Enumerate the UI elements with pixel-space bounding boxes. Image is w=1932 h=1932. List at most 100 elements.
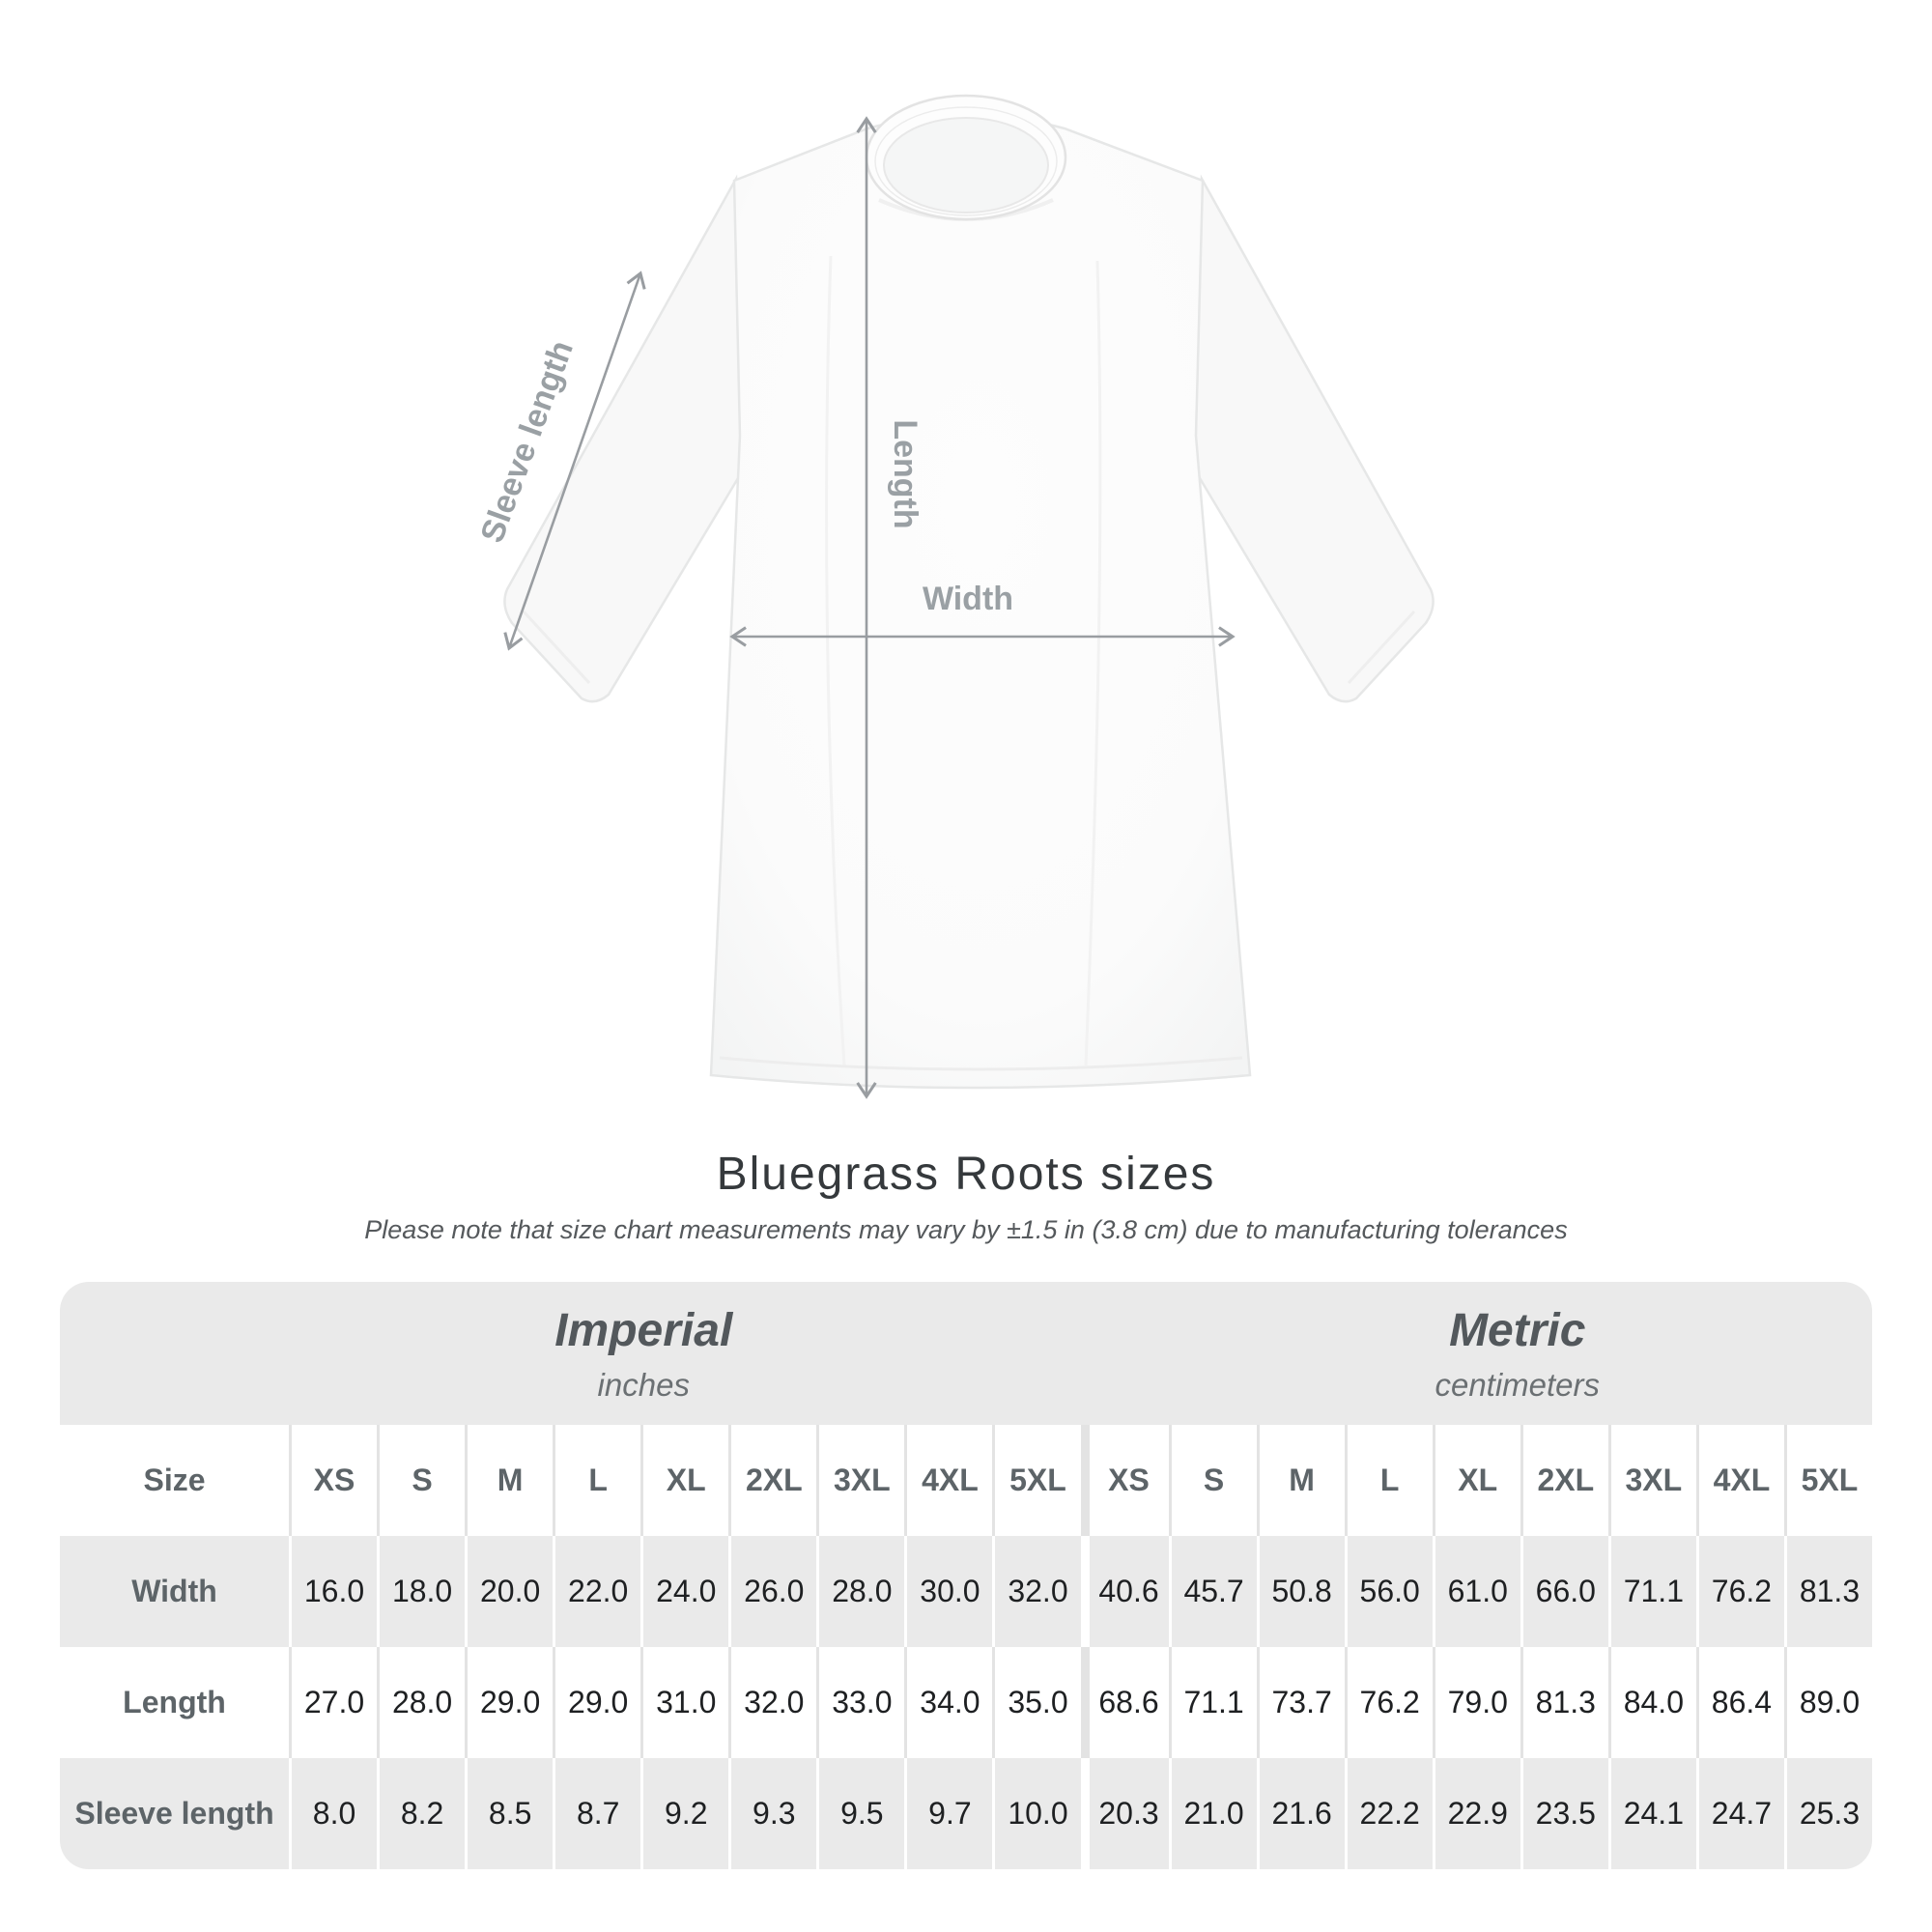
value-cell: 30.0 [904,1536,992,1647]
value-cell: 86.4 [1695,1647,1784,1758]
value-cell: 21.6 [1256,1758,1345,1869]
size-header-metric-4xl: 4XL [1695,1425,1784,1536]
size-header-metric-m: M [1256,1425,1345,1536]
value-cell: 28.0 [377,1647,465,1758]
value-cell: 8.7 [553,1758,640,1869]
measurement-arrows [503,116,1236,1099]
value-cell: 34.0 [904,1647,992,1758]
tshirt-collar [865,94,1067,221]
value-cell: 31.0 [640,1647,728,1758]
metric-label: Metric [1449,1304,1586,1356]
value-cell: 56.0 [1344,1536,1433,1647]
value-cell: 71.1 [1168,1647,1257,1758]
size-header-metric-2xl: 2XL [1520,1425,1608,1536]
value-cell: 33.0 [816,1647,904,1758]
value-cell: 35.0 [992,1647,1080,1758]
size-header-imperial-2xl: 2XL [728,1425,816,1536]
size-header-row: Size XS S M L XL 2XL 3XL 4XL 5XL XS S M L XL 2XL 3XL 4XL 5… [60,1425,1872,1536]
value-cell: 61.0 [1432,1536,1520,1647]
value-cell: 73.7 [1256,1647,1345,1758]
size-header-imperial-3xl: 3XL [816,1425,904,1536]
size-header-metric-s: S [1168,1425,1257,1536]
value-cell: 76.2 [1344,1647,1433,1758]
imperial-label: Imperial [554,1304,733,1356]
size-header-imperial-m: M [465,1425,553,1536]
value-cell: 9.3 [728,1758,816,1869]
value-cell: 21.0 [1168,1758,1257,1869]
imperial-unit-label: inches [597,1366,690,1403]
value-cell: 22.2 [1344,1758,1433,1869]
length-label: Length [887,419,923,528]
metric-unit-label: centimeters [1435,1366,1601,1403]
band-spacer [60,1282,289,1425]
imperial-group-header: Imperial inches [289,1282,1163,1425]
tshirt-body [709,113,1252,1090]
value-cell: 79.0 [1432,1647,1520,1758]
value-cell: 8.0 [289,1758,377,1869]
table-row-length: Length 27.0 28.0 29.0 29.0 31.0 32.0 33.0 34.0 35… [60,1647,1872,1758]
value-cell: 68.6 [1080,1647,1169,1758]
value-cell: 22.9 [1432,1758,1520,1869]
size-header-metric-xs: XS [1080,1425,1169,1536]
value-cell: 29.0 [553,1647,640,1758]
value-cell: 10.0 [992,1758,1080,1869]
value-cell: 29.0 [465,1647,553,1758]
size-header-imperial-l: L [553,1425,640,1536]
value-cell: 24.0 [640,1536,728,1647]
value-cell: 40.6 [1080,1536,1169,1647]
size-header-imperial-5xl: 5XL [992,1425,1080,1536]
width-label: Width [923,581,1013,617]
tolerance-note: Please note that size chart measurements… [364,1215,1568,1244]
value-cell: 22.0 [553,1536,640,1647]
size-header-imperial-s: S [377,1425,465,1536]
size-header-imperial-4xl: 4XL [904,1425,992,1536]
value-cell: 32.0 [728,1647,816,1758]
table-row-width: Width 16.0 18.0 20.0 22.0 24.0 26.0 28.0 30.0 32.… [60,1536,1872,1647]
value-cell: 84.0 [1607,1647,1696,1758]
tshirt-svg: Length Width Sleeve length [473,94,1435,1099]
value-cell: 50.8 [1256,1536,1345,1647]
value-cell: 8.5 [465,1758,553,1869]
sleeve-length-arrow [503,270,646,651]
value-cell: 9.7 [904,1758,992,1869]
value-cell: 8.2 [377,1758,465,1869]
value-cell: 71.1 [1607,1536,1696,1647]
value-cell: 27.0 [289,1647,377,1758]
size-header-metric-3xl: 3XL [1607,1425,1696,1536]
page-title: Bluegrass Roots sizes [716,1149,1216,1200]
size-header-metric-xl: XL [1432,1425,1520,1536]
value-cell: 76.2 [1695,1536,1784,1647]
row-label: Length [123,1685,226,1719]
size-header-imperial-xs: XS [289,1425,377,1536]
size-column-header: Size [143,1463,206,1497]
value-cell: 81.3 [1520,1647,1608,1758]
size-table: Imperial inches Metric centimeters Size X… [60,1282,1872,1869]
value-cell: 16.0 [289,1536,377,1647]
table-rows: Size XS S M L XL 2XL 3XL 4XL 5XL XS S M L XL 2XL 3XL 4XL 5… [60,1425,1872,1869]
value-cell: 20.3 [1080,1758,1169,1869]
value-cell: 24.7 [1695,1758,1784,1869]
tshirt-diagram: Length Width Sleeve length [415,53,1478,1116]
value-cell: 28.0 [816,1536,904,1647]
value-cell: 9.5 [816,1758,904,1869]
unit-group-band: Imperial inches Metric centimeters [60,1282,1872,1425]
value-cell: 20.0 [465,1536,553,1647]
metric-group-header: Metric centimeters [1163,1282,1873,1425]
value-cell: 24.1 [1607,1758,1696,1869]
value-cell: 25.3 [1783,1758,1872,1869]
value-cell: 18.0 [377,1536,465,1647]
value-cell: 9.2 [640,1758,728,1869]
value-cell: 23.5 [1520,1758,1608,1869]
table-row-sleeve-length: Sleeve length 8.0 8.2 8.5 8.7 9.2 9.3 9.5 9.7 10.… [60,1758,1872,1869]
value-cell: 89.0 [1783,1647,1872,1758]
row-label: Width [131,1574,217,1608]
size-header-metric-l: L [1344,1425,1433,1536]
size-header-metric-5xl: 5XL [1783,1425,1872,1536]
value-cell: 66.0 [1520,1536,1608,1647]
value-cell: 45.7 [1168,1536,1257,1647]
value-cell: 32.0 [992,1536,1080,1647]
row-label: Sleeve length [74,1796,274,1831]
size-header-imperial-xl: XL [640,1425,728,1536]
value-cell: 26.0 [728,1536,816,1647]
